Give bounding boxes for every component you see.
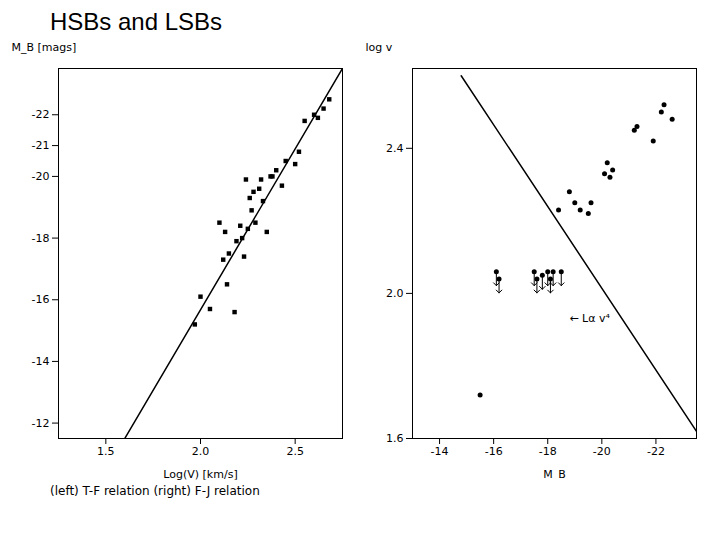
svg-text:-21: -21 <box>32 139 50 152</box>
svg-text:M_B [mags]: M_B [mags] <box>12 41 77 54</box>
svg-text:M_B: M_B <box>543 468 566 481</box>
svg-text:-18: -18 <box>32 232 50 245</box>
svg-text:-22: -22 <box>647 445 665 458</box>
svg-text:2.0: 2.0 <box>386 287 404 300</box>
svg-text:2.4: 2.4 <box>386 142 404 155</box>
svg-text:-22: -22 <box>32 108 50 121</box>
svg-text:-20: -20 <box>32 170 50 183</box>
svg-text:-14: -14 <box>431 445 449 458</box>
svg-text:-14: -14 <box>32 355 50 368</box>
html-text:HSBs and LSBs: HSBs and LSBs <box>50 8 223 35</box>
svg-text:-16: -16 <box>485 445 503 458</box>
svg-text:Log(V) [km/s]: Log(V) [km/s] <box>163 468 237 481</box>
html-text:(left) T-F relation (right) F-: (left) T-F relation (right) F-J relation <box>50 484 260 498</box>
svg-text:2.0: 2.0 <box>192 445 210 458</box>
svg-text:1.5: 1.5 <box>97 445 115 458</box>
svg-text:2.5: 2.5 <box>286 445 304 458</box>
svg-text:-16: -16 <box>32 293 50 306</box>
svg-text:-18: -18 <box>539 445 557 458</box>
svg-text:1.6: 1.6 <box>386 432 404 445</box>
svg-text:-20: -20 <box>593 445 611 458</box>
svg-text:-12: -12 <box>32 417 50 430</box>
svg-text:← Lα v⁴: ← Lα v⁴ <box>569 312 610 325</box>
svg-text:log v: log v <box>366 41 393 54</box>
